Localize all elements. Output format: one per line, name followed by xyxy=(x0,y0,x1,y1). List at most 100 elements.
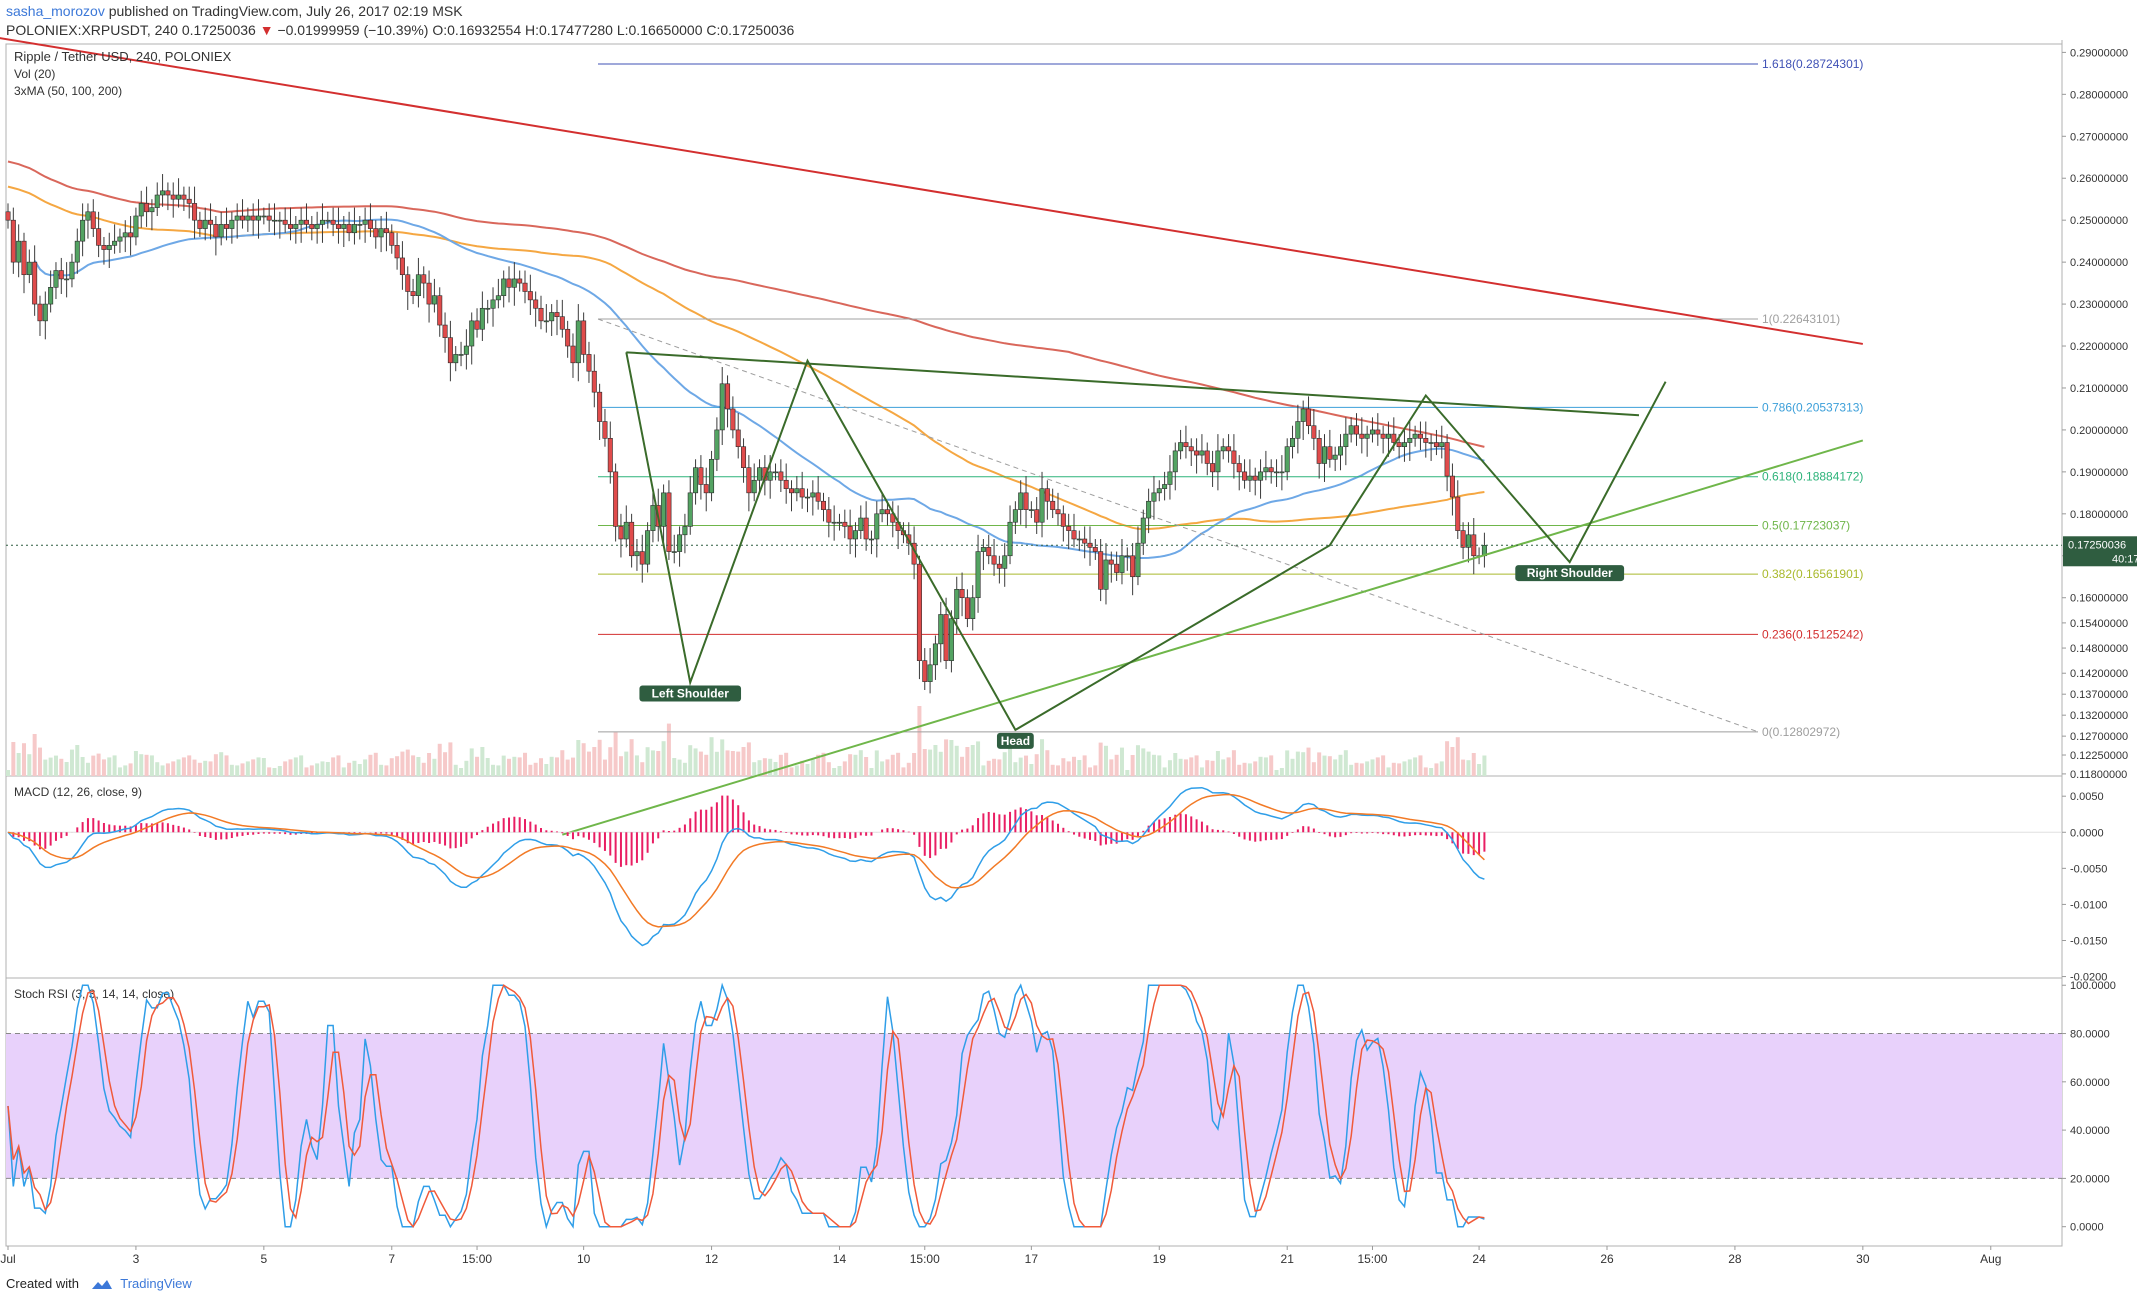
candle-body xyxy=(719,383,725,431)
candle-body xyxy=(293,224,299,229)
volume-bar xyxy=(1183,759,1188,776)
volume-bar xyxy=(1338,754,1343,776)
candle-body xyxy=(1220,446,1226,452)
candle-body xyxy=(1044,488,1050,502)
volume-bar xyxy=(389,758,394,776)
candle-body xyxy=(975,551,981,599)
ascending-support xyxy=(562,439,1864,836)
bar-countdown: 40:17 xyxy=(2112,553,2140,565)
volume-bar xyxy=(1333,759,1338,776)
fib-trend-dashed xyxy=(597,318,1759,733)
candle-body xyxy=(1279,471,1285,474)
candle-body xyxy=(858,517,864,531)
candle-body xyxy=(176,194,182,200)
candle-body xyxy=(1210,463,1216,473)
volume-bar xyxy=(1103,745,1108,776)
candle-body xyxy=(458,354,464,356)
candle-body xyxy=(1135,542,1141,578)
volume-bar xyxy=(1034,754,1039,776)
candle-body xyxy=(1114,563,1120,573)
candle-body xyxy=(1060,513,1066,527)
candle-body xyxy=(602,421,608,439)
candle-body xyxy=(453,354,459,364)
price-tick-label: 0.14800000 xyxy=(2070,643,2128,655)
tradingview-logo-icon xyxy=(91,1279,112,1289)
tradingview-link[interactable]: TradingView xyxy=(120,1276,192,1291)
candle-body xyxy=(42,303,48,322)
volume-bar xyxy=(480,747,485,776)
time-tick-label: 14 xyxy=(833,1252,847,1266)
volume-bar xyxy=(149,755,154,776)
candle-body xyxy=(677,534,683,552)
volume-bar xyxy=(704,754,709,776)
volume-bar xyxy=(826,762,831,776)
candle-body xyxy=(1103,559,1109,590)
volume-bar xyxy=(896,752,901,776)
candle-body xyxy=(751,479,757,494)
volume-bar xyxy=(1274,770,1279,776)
candle-body xyxy=(1092,547,1098,552)
candle-body xyxy=(256,215,262,221)
candle-body xyxy=(1417,433,1423,439)
volume-bar xyxy=(698,751,703,776)
candle-body xyxy=(218,224,224,238)
volume-bar xyxy=(192,759,197,776)
fib-level-label: 0(0.12802972) xyxy=(1762,725,1840,739)
candle-body xyxy=(224,224,230,229)
volume-bar xyxy=(1359,763,1364,776)
symbol-name: POLONIEX:XRPUSDT, 240 xyxy=(6,22,178,38)
ohlc-values: O:0.16932554 H:0.17477280 L:0.16650000 C… xyxy=(432,22,795,38)
price-tick-label: 0.28000000 xyxy=(2070,89,2128,101)
volume-bar xyxy=(1178,758,1183,776)
candle-body xyxy=(154,194,160,208)
volume-bar xyxy=(107,757,112,776)
volume-bar xyxy=(1343,750,1348,776)
candle-body xyxy=(1119,555,1125,573)
candle-body xyxy=(698,467,704,485)
price-tick-label: 0.20000000 xyxy=(2070,425,2128,437)
volume-bar xyxy=(1279,768,1284,776)
volume-bar xyxy=(976,741,981,776)
candle-body xyxy=(170,194,176,200)
candle-body xyxy=(1295,421,1301,439)
volume-bar xyxy=(235,765,240,776)
candle-body xyxy=(234,215,240,221)
candle-body xyxy=(820,500,826,510)
candle-body xyxy=(687,492,693,527)
candle-body xyxy=(922,660,928,682)
time-tick-label: Jul xyxy=(0,1252,15,1266)
candle-body xyxy=(341,224,347,229)
volume-bar xyxy=(757,760,762,776)
price-tick-label: 0.18000000 xyxy=(2070,509,2128,521)
author-link[interactable]: sasha_morozov xyxy=(6,3,105,19)
volume-bar xyxy=(331,757,336,776)
price-tick-label: 0.22000000 xyxy=(2070,341,2128,353)
volume-bar xyxy=(1045,750,1050,776)
candle-body xyxy=(1108,559,1114,565)
volume-bar xyxy=(523,752,528,776)
macd-tick-label: 0.0050 xyxy=(2070,791,2104,803)
time-tick-label: 15:00 xyxy=(462,1252,492,1266)
volume-bar xyxy=(1402,761,1407,776)
volume-bar xyxy=(363,759,368,776)
volume-bar xyxy=(1306,747,1311,776)
candle-body xyxy=(431,295,437,305)
price-tick-label: 0.25000000 xyxy=(2070,215,2128,227)
candle-body xyxy=(948,618,954,661)
volume-bar xyxy=(165,763,170,776)
candle-body xyxy=(826,509,832,523)
candle-body xyxy=(85,211,91,221)
candle-body xyxy=(847,526,853,540)
volume-bar xyxy=(1413,757,1418,776)
volume-bar xyxy=(597,739,602,776)
volume-bar xyxy=(858,750,863,776)
volume-bar xyxy=(325,762,330,776)
time-tick-label: 26 xyxy=(1600,1252,1614,1266)
candle-body xyxy=(112,240,118,246)
candle-body xyxy=(80,219,86,242)
candle-body xyxy=(1444,442,1450,477)
volume-bar xyxy=(1349,764,1354,776)
candle-body xyxy=(954,589,960,619)
macd-tick-label: -0.0150 xyxy=(2070,935,2107,947)
